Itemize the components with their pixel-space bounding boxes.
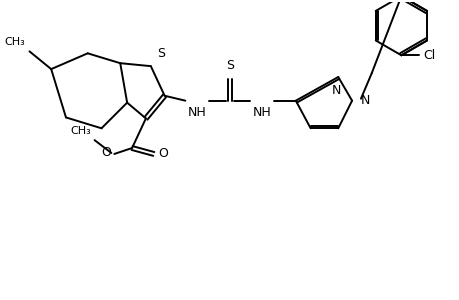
Text: Cl: Cl [422,49,434,62]
Text: CH₃: CH₃ [5,38,26,47]
Text: N: N [360,94,369,107]
Text: NH: NH [252,106,271,118]
Text: S: S [225,59,233,72]
Text: N: N [331,84,340,97]
Text: O: O [158,147,168,161]
Text: O: O [101,146,111,160]
Text: CH₃: CH₃ [70,126,90,136]
Text: S: S [157,47,164,60]
Text: NH: NH [187,106,206,118]
